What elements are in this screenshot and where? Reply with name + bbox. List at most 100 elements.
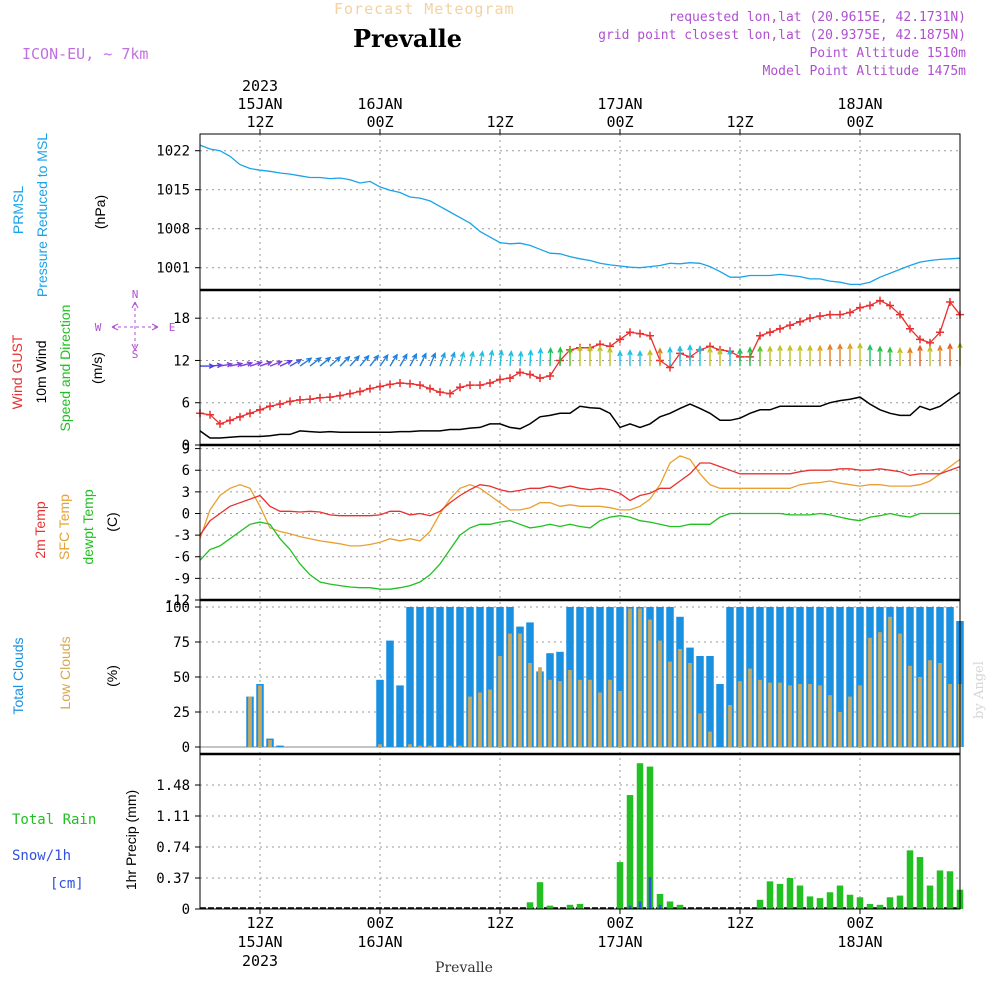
total-cloud-bar [456, 607, 464, 747]
rain-bar [926, 885, 934, 909]
total-cloud-bar [616, 607, 624, 747]
gust-marker [886, 301, 894, 310]
wind-arrow [767, 345, 773, 367]
compass-w: W [95, 321, 102, 334]
rain-bar [796, 885, 804, 909]
gust-marker [266, 402, 274, 411]
rain-bar [756, 899, 764, 909]
wind-arrow [847, 342, 853, 367]
wind-arrow [459, 351, 466, 367]
rain-bar [576, 903, 584, 909]
low-cloud-bar [548, 679, 552, 747]
wind-arrow [399, 353, 408, 367]
low-cloud-bar [648, 619, 652, 747]
wind-label-speed-dir: Speed and Direction [57, 305, 73, 432]
gust-marker [226, 416, 234, 425]
wind-arrow [329, 356, 342, 367]
low-cloud-bar [258, 685, 262, 747]
total-cloud-bar [846, 607, 854, 747]
gust-marker [456, 383, 464, 392]
bottom-hour-label-5: 00Z [846, 914, 873, 932]
temp-unit: (C) [104, 512, 120, 531]
low-cloud-bar [478, 692, 482, 747]
wind-arrow [827, 343, 833, 367]
rain-bar [626, 795, 634, 909]
gust-marker [306, 395, 314, 404]
wind-arrow [379, 353, 389, 367]
rain-bar [806, 896, 814, 909]
wind-arrow [557, 346, 564, 367]
rain-bar [656, 893, 664, 909]
precip-unit: 1hr Precip (mm) [123, 790, 139, 890]
wind-arrow [389, 353, 398, 367]
low-cloud-bar [668, 661, 672, 747]
wind-arrow [239, 361, 254, 367]
rain-bar [936, 870, 944, 909]
bottom-date-label-1: 16JAN [357, 933, 402, 951]
low-cloud-bar [868, 637, 872, 747]
wind-arrow [917, 344, 923, 367]
top-hour-label-0: 12Z [246, 113, 273, 131]
wind-arrow [697, 345, 703, 367]
wind-arrow [449, 351, 456, 367]
wind-arrow [617, 349, 623, 367]
rain-bar [856, 897, 864, 909]
wind-arrow [319, 356, 332, 367]
wind-arrow [488, 349, 495, 367]
gust-marker [416, 381, 424, 390]
ytick-label-wind-0: 0 [182, 438, 190, 454]
rain-bar [916, 857, 924, 909]
ytick-label-clouds-3: 75 [173, 635, 190, 651]
gust-marker [536, 374, 544, 383]
gust-marker [486, 379, 494, 387]
gust-marker [546, 371, 554, 380]
panel-frame-pressure [199, 133, 961, 291]
wind-arrow [219, 362, 234, 368]
ytick-label-temperature-4: -3 [173, 528, 190, 544]
wind-arrow [567, 346, 573, 367]
gust-marker [896, 310, 904, 319]
wind-arrow [777, 344, 783, 367]
low-cloud-bar [598, 692, 602, 747]
ytick-label-precipitation-2: 0.74 [156, 840, 190, 856]
wind-arrow [717, 348, 723, 367]
top-hour-label-2: 12Z [486, 113, 513, 131]
ytick-label-wind-3: 18 [173, 311, 190, 327]
wind-arrow [817, 344, 823, 367]
bottom-year-label: 2023 [242, 952, 278, 970]
wind-arrow [787, 344, 793, 367]
rain-bar [886, 897, 894, 909]
gust-marker [906, 324, 914, 333]
rain-bar [526, 902, 534, 909]
gust-marker [866, 301, 874, 310]
dewpt-line [199, 512, 960, 590]
low-cloud-bar [828, 695, 832, 747]
gust-marker [236, 412, 244, 421]
gust-marker [836, 310, 844, 319]
gust-marker [936, 328, 944, 337]
low-cloud-bar [588, 679, 592, 747]
wind-arrow [508, 350, 514, 367]
ytick-label-temperature-3: 0 [182, 506, 190, 522]
low-cloud-bar [518, 633, 522, 747]
wind-arrow [937, 344, 943, 367]
top-date-label-1: 16JAN [357, 95, 402, 113]
gust-marker [296, 395, 304, 404]
model-tag: ICON-EU, ~ 7km [22, 45, 149, 63]
rain-bar [946, 871, 954, 909]
rain-bar [616, 862, 624, 909]
gust-marker [616, 335, 624, 344]
gust-marker [466, 381, 474, 390]
wind-arrow [289, 358, 303, 367]
total-cloud-bar [386, 640, 394, 747]
t2m-line [199, 462, 961, 536]
temp-label-sfc: SFC Temp [56, 494, 72, 560]
wind-label-10m: 10m Wind [33, 340, 49, 403]
gridpoint-lonlat: grid point closest lon,lat (20.9375E, 42… [598, 28, 966, 43]
low-cloud-bar [758, 679, 762, 747]
wind-arrow [797, 344, 803, 367]
wind-arrow [897, 346, 903, 367]
rain-bar [786, 878, 794, 909]
wind-speed-line [199, 391, 961, 439]
wind-arrow [527, 349, 534, 367]
